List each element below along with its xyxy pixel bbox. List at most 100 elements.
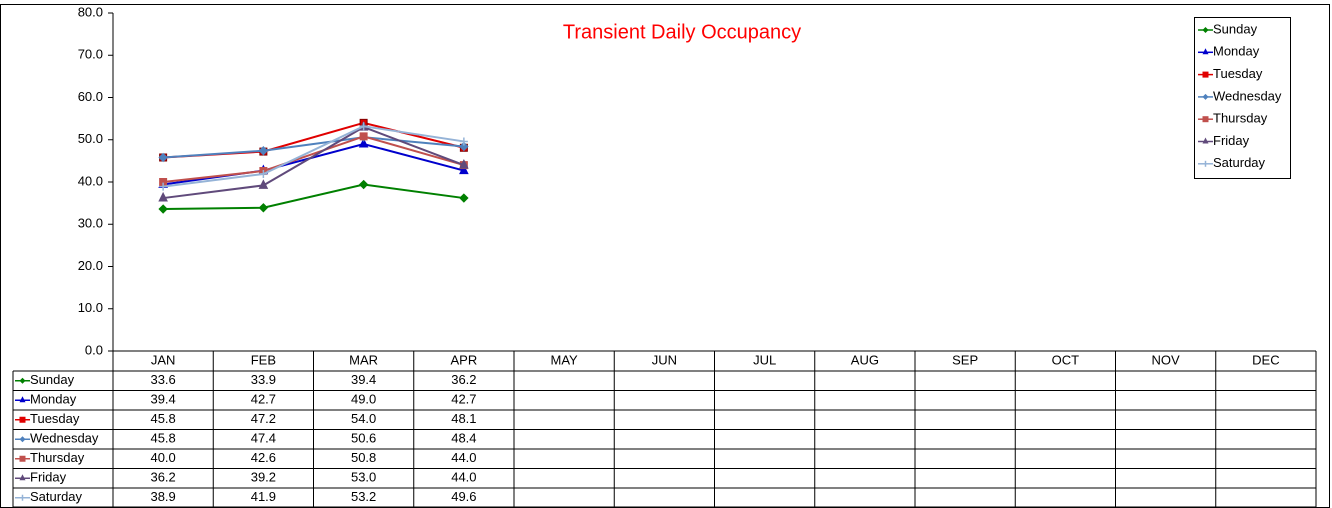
marker (259, 169, 268, 178)
table-cell: 38.9 (150, 489, 175, 504)
y-tick-label: 30.0 (78, 216, 103, 231)
legend-key-marker (19, 416, 26, 423)
marker (459, 137, 468, 146)
x-tick-label: MAY (551, 352, 579, 367)
table-cell: 45.8 (150, 431, 175, 446)
marker (358, 179, 369, 190)
marker (258, 146, 269, 156)
marker (359, 132, 368, 141)
table-cell: 45.8 (150, 411, 175, 426)
table-cell: 33.6 (150, 372, 175, 387)
y-tick-label: 10.0 (78, 300, 103, 315)
legend-key-marker (1202, 93, 1209, 100)
x-tick-label: JUN (652, 352, 677, 367)
table-row-label: Tuesday (30, 411, 80, 426)
table-row-label: Wednesday (30, 431, 99, 446)
table-cell: 42.6 (251, 450, 276, 465)
y-tick-label: 20.0 (78, 258, 103, 273)
table-cell: 50.6 (351, 431, 376, 446)
legend-label: Sunday (1213, 21, 1258, 36)
x-tick-label: OCT (1052, 352, 1080, 367)
legend-box (1194, 17, 1291, 179)
chart-border (0, 4, 1330, 508)
legend-key-marker (1202, 137, 1209, 144)
legend-key-marker (19, 377, 26, 384)
marker (459, 193, 469, 203)
y-tick-label: 0.0 (85, 342, 103, 357)
legend-label: Monday (1213, 44, 1260, 59)
legend-key-marker (19, 396, 26, 403)
x-tick-label: APR (451, 352, 478, 367)
table-cell: 36.2 (150, 470, 175, 485)
x-tick-label: FEB (251, 352, 276, 367)
table-cell: 47.4 (251, 431, 276, 446)
legend-key-marker (1202, 71, 1209, 78)
table-cell: 49.0 (351, 392, 376, 407)
legend-key-marker (19, 436, 26, 443)
table-row-label: Saturday (30, 489, 83, 504)
marker (158, 204, 168, 214)
table-cell: 48.1 (451, 411, 476, 426)
x-tick-label: JUL (753, 352, 776, 367)
legend-label: Saturday (1213, 155, 1266, 170)
table-row-label: Monday (30, 392, 77, 407)
table-cell: 47.2 (251, 411, 276, 426)
table-row-label: Sunday (30, 372, 75, 387)
x-tick-label: SEP (952, 352, 978, 367)
table-cell: 42.7 (251, 392, 276, 407)
legend-key-marker (1202, 48, 1209, 55)
table-cell: 42.7 (451, 392, 476, 407)
x-tick-label: DEC (1252, 352, 1279, 367)
marker (359, 122, 368, 131)
marker (258, 179, 269, 189)
table-cell: 44.0 (451, 450, 476, 465)
marker (459, 164, 469, 175)
legend-label: Tuesday (1213, 66, 1263, 81)
legend-key-marker (1202, 116, 1209, 123)
table-cell: 53.0 (351, 470, 376, 485)
x-tick-label: AUG (851, 352, 879, 367)
series-line (163, 183, 465, 211)
table-row-label: Thursday (30, 450, 85, 465)
series-line (162, 125, 465, 188)
table-cell: 40.0 (150, 450, 175, 465)
x-tick-label: NOV (1152, 352, 1181, 367)
marker (158, 152, 168, 163)
marker (459, 158, 469, 169)
series-line (163, 135, 465, 183)
table-cell: 48.4 (451, 431, 476, 446)
marker (258, 203, 269, 213)
y-tick-label: 70.0 (78, 47, 103, 62)
marker (358, 137, 369, 148)
table-cell: 41.9 (251, 489, 276, 504)
legend-key-marker (19, 474, 26, 481)
chart-title: Transient Daily Occupancy (563, 21, 801, 43)
table-cell: 33.9 (251, 372, 276, 387)
x-tick-label: JAN (151, 352, 176, 367)
marker (159, 182, 168, 191)
series-line (162, 125, 465, 200)
y-tick-label: 80.0 (78, 4, 103, 19)
table-cell: 53.2 (351, 489, 376, 504)
table-cell: 39.2 (251, 470, 276, 485)
table-cell: 50.8 (351, 450, 376, 465)
table-cell: 44.0 (451, 470, 476, 485)
x-tick-label: MAR (349, 352, 378, 367)
legend-key-marker (19, 455, 26, 462)
y-tick-label: 60.0 (78, 89, 103, 104)
table-cell: 39.4 (351, 372, 376, 387)
table-cell: 36.2 (451, 372, 476, 387)
legend-key-marker (1202, 27, 1209, 33)
table-row-label: Friday (30, 470, 67, 485)
table-cell: 49.6 (451, 489, 476, 504)
marker (158, 191, 168, 202)
marker (459, 141, 469, 152)
legend-label: Wednesday (1213, 88, 1282, 103)
table-cell: 39.4 (150, 392, 175, 407)
y-tick-label: 50.0 (78, 131, 103, 146)
table-cell: 54.0 (351, 411, 376, 426)
legend-label: Thursday (1213, 111, 1268, 126)
series-line (163, 136, 464, 159)
legend-label: Friday (1213, 133, 1250, 148)
